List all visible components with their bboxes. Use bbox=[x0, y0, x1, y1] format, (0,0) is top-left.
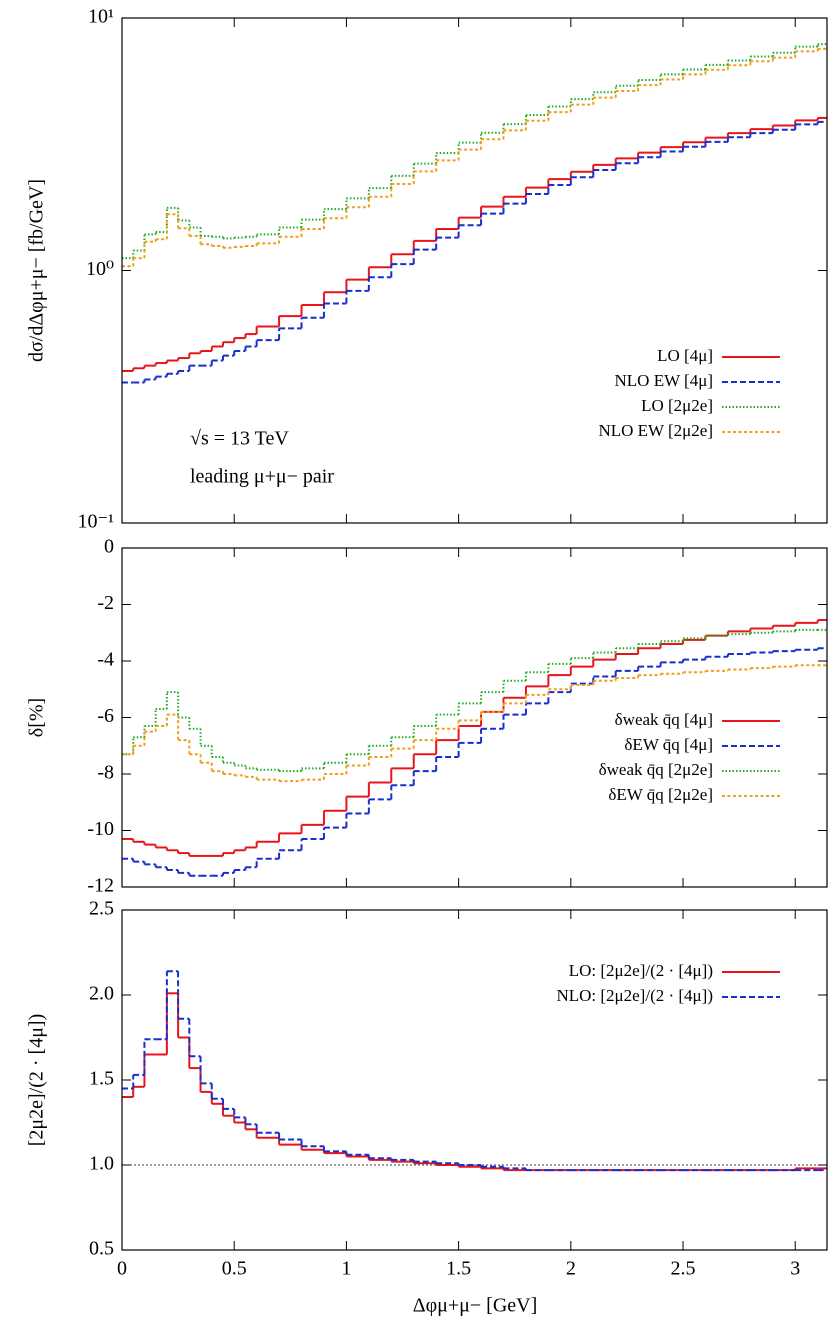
y-tick-label: 0.5 bbox=[89, 1238, 114, 1260]
y-tick-label: 10⁰ bbox=[86, 258, 114, 280]
x-tick-label: 1 bbox=[341, 1258, 351, 1280]
legend-label: NLO EW [2μ2e] bbox=[598, 421, 713, 440]
y-axis-label: δ[%] bbox=[26, 698, 48, 737]
legend-label: NLO EW [4μ] bbox=[615, 371, 714, 390]
y-tick-label: -6 bbox=[97, 705, 114, 727]
x-tick-label: 3 bbox=[790, 1258, 800, 1280]
x-tick-label: 0 bbox=[117, 1258, 127, 1280]
plot-frame bbox=[121, 909, 828, 1251]
x-tick-label: 2 bbox=[566, 1258, 576, 1280]
y-tick-label: 2.0 bbox=[89, 983, 114, 1005]
y-tick-label: -10 bbox=[87, 818, 114, 840]
y-tick-label: 10¹ bbox=[88, 6, 114, 28]
y-axis-label: [2μ2e]/(2 · [4μ]) bbox=[26, 1014, 48, 1147]
y-tick-label: -4 bbox=[97, 649, 114, 671]
x-tick-label: 1.5 bbox=[446, 1258, 471, 1280]
x-tick-label: 0.5 bbox=[222, 1258, 247, 1280]
plot-frame bbox=[121, 547, 828, 888]
y-tick-label: 0 bbox=[104, 536, 114, 558]
annotation: √s = 13 TeV bbox=[190, 428, 289, 450]
y-tick-label: -8 bbox=[97, 762, 114, 784]
legend-label: LO [2μ2e] bbox=[641, 396, 713, 415]
legend-label: LO [4μ] bbox=[657, 346, 713, 365]
y-tick-label: 2.5 bbox=[89, 898, 114, 920]
plot-frame bbox=[121, 17, 828, 524]
x-axis-label: Δφμ+μ− [GeV] bbox=[413, 1295, 538, 1317]
legend-label: δEW q̄q [2μ2e] bbox=[608, 785, 713, 804]
y-tick-label: 1.0 bbox=[89, 1153, 114, 1175]
y-tick-label: -12 bbox=[87, 875, 114, 897]
y-tick-label: 1.5 bbox=[89, 1068, 114, 1090]
legend-label: NLO: [2μ2e]/(2 · [4μ]) bbox=[556, 986, 713, 1005]
annotation: leading μ+μ− pair bbox=[190, 466, 334, 488]
legend-label: δweak q̄q [4μ] bbox=[615, 710, 713, 729]
legend-label: δEW q̄q [4μ] bbox=[624, 735, 713, 754]
legend-label: δweak q̄q [2μ2e] bbox=[599, 760, 713, 779]
y-axis-label: dσ/dΔφμ+μ− [fb/GeV] bbox=[26, 179, 48, 362]
y-tick-label: -2 bbox=[97, 592, 114, 614]
y-tick-label: 10⁻¹ bbox=[77, 511, 114, 533]
legend-label: LO: [2μ2e]/(2 · [4μ]) bbox=[569, 961, 713, 980]
x-tick-label: 2.5 bbox=[671, 1258, 696, 1280]
